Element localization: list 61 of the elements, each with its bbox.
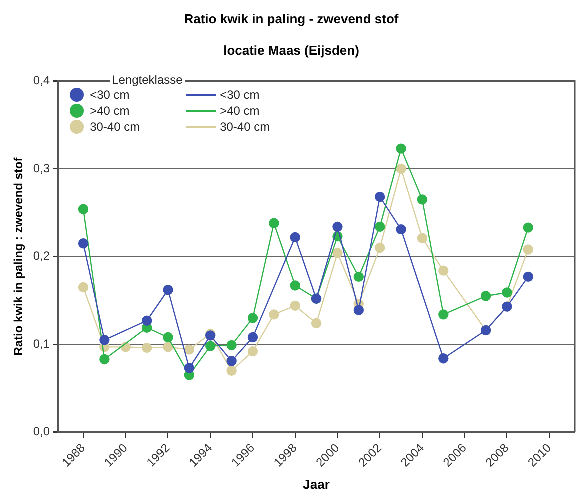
point <box>332 248 343 258</box>
point <box>269 218 280 229</box>
chart-title: Ratio kwik in paling - zwevend stof <box>184 11 400 26</box>
point <box>269 310 280 320</box>
point <box>248 313 258 324</box>
point <box>523 244 534 255</box>
point <box>163 342 174 352</box>
point <box>354 272 364 282</box>
point <box>396 224 406 235</box>
y-tick-label: 0,1 <box>33 336 50 351</box>
point <box>184 344 195 355</box>
legend-label: >40 cm <box>90 104 130 118</box>
point <box>417 194 428 205</box>
point <box>523 272 534 282</box>
point <box>354 305 364 316</box>
point <box>502 288 512 298</box>
y-tick-label: 0,4 <box>33 74 50 88</box>
y-tick-label: 0,0 <box>33 424 50 439</box>
point <box>78 282 89 293</box>
point <box>248 332 258 343</box>
point <box>78 238 89 249</box>
point <box>248 346 258 357</box>
point <box>184 363 195 374</box>
point <box>163 285 174 296</box>
y-tick-label: 0,3 <box>33 161 50 176</box>
point <box>290 232 300 243</box>
text: <30 cm <box>220 88 260 102</box>
text: 30-40 cm <box>220 120 270 134</box>
x-axis-title: Jaar <box>303 476 330 492</box>
point <box>142 342 152 354</box>
legend-title: Lengteklasse <box>110 73 185 88</box>
point <box>206 341 216 352</box>
point <box>100 335 110 346</box>
point <box>100 354 110 365</box>
point <box>311 318 322 329</box>
point <box>163 332 174 343</box>
point <box>438 354 449 364</box>
point <box>480 291 492 302</box>
y-tick-label: 0,2 <box>33 249 50 264</box>
chart-subtitle: locatie Maas (Eijsden) <box>224 42 360 58</box>
point <box>226 340 237 351</box>
point <box>142 316 152 326</box>
point <box>396 164 406 174</box>
point <box>374 222 386 232</box>
point <box>417 233 428 244</box>
text: >40 cm <box>220 104 260 118</box>
point <box>332 222 343 232</box>
point <box>438 266 449 276</box>
y-axis-title: Ratio kwik in paling : zwevend stof <box>12 156 26 356</box>
legend-label: 30-40 cm <box>90 120 140 134</box>
point <box>374 242 386 254</box>
point <box>290 300 300 312</box>
point <box>523 222 534 233</box>
legend-label: <30 cm <box>90 88 130 102</box>
point <box>226 356 237 366</box>
point <box>226 366 237 376</box>
point <box>290 280 300 291</box>
point <box>78 204 89 214</box>
point <box>396 144 406 154</box>
point <box>374 192 386 202</box>
point <box>438 310 449 320</box>
